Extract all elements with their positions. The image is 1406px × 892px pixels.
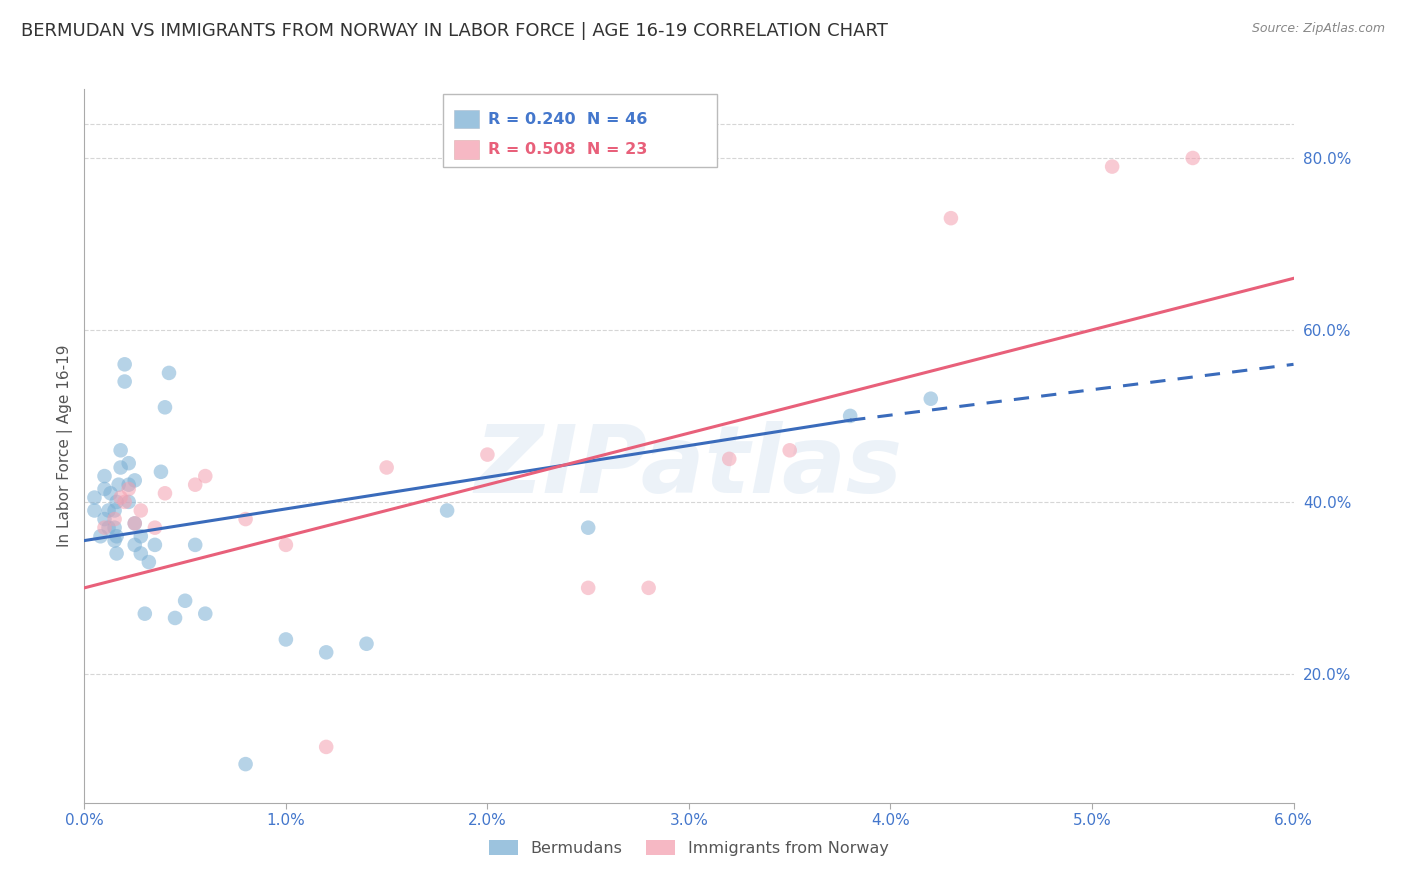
Point <box>114 357 136 371</box>
Text: ZIPatlas: ZIPatlas <box>475 421 903 514</box>
Point <box>920 392 942 406</box>
Legend: Bermudans, Immigrants from Norway: Bermudans, Immigrants from Norway <box>482 834 896 863</box>
Point <box>839 409 862 423</box>
Point <box>110 460 132 475</box>
Point <box>235 512 257 526</box>
Point <box>194 607 217 621</box>
Point <box>104 512 127 526</box>
Point <box>1101 160 1123 174</box>
Point <box>718 451 741 466</box>
Point <box>477 448 499 462</box>
Point <box>174 593 197 607</box>
Point <box>104 503 127 517</box>
Point <box>165 611 187 625</box>
Point <box>97 521 120 535</box>
Point <box>138 555 160 569</box>
Point <box>1181 151 1204 165</box>
Point <box>184 538 207 552</box>
Text: R = 0.240  N = 46: R = 0.240 N = 46 <box>488 112 647 127</box>
Point <box>107 477 129 491</box>
Point <box>129 529 152 543</box>
Point <box>93 482 115 496</box>
Point <box>129 546 152 560</box>
Point <box>124 538 146 552</box>
Point <box>576 521 599 535</box>
Point <box>97 503 120 517</box>
Point <box>235 757 257 772</box>
Point <box>118 477 141 491</box>
Point <box>100 486 122 500</box>
Point <box>274 538 297 552</box>
Y-axis label: In Labor Force | Age 16-19: In Labor Force | Age 16-19 <box>58 344 73 548</box>
Point <box>83 503 105 517</box>
Point <box>118 482 141 496</box>
Point <box>637 581 659 595</box>
Point <box>576 581 599 595</box>
Point <box>105 546 128 560</box>
Text: BERMUDAN VS IMMIGRANTS FROM NORWAY IN LABOR FORCE | AGE 16-19 CORRELATION CHART: BERMUDAN VS IMMIGRANTS FROM NORWAY IN LA… <box>21 22 889 40</box>
Point <box>114 375 136 389</box>
Point <box>436 503 458 517</box>
Point <box>105 529 128 543</box>
Point <box>779 443 801 458</box>
Point <box>124 516 146 531</box>
Point <box>143 538 166 552</box>
Point <box>184 477 207 491</box>
Point <box>194 469 217 483</box>
Point <box>93 521 115 535</box>
Point <box>157 366 180 380</box>
Point <box>83 491 105 505</box>
Point <box>110 491 132 505</box>
Point <box>274 632 297 647</box>
Point <box>315 645 337 659</box>
Point <box>153 401 176 415</box>
Point <box>104 521 127 535</box>
Point <box>375 460 398 475</box>
Text: R = 0.508  N = 23: R = 0.508 N = 23 <box>488 142 647 157</box>
Point <box>118 495 141 509</box>
Point <box>93 469 115 483</box>
Point <box>93 512 115 526</box>
Point <box>134 607 156 621</box>
Point <box>315 739 337 754</box>
Point <box>129 503 152 517</box>
Point <box>118 456 141 470</box>
Point <box>939 211 962 226</box>
Point <box>110 443 132 458</box>
Point <box>356 637 378 651</box>
Point <box>104 533 127 548</box>
Text: Source: ZipAtlas.com: Source: ZipAtlas.com <box>1251 22 1385 36</box>
Point <box>124 474 146 488</box>
Point <box>114 495 136 509</box>
Point <box>153 486 176 500</box>
Point <box>143 521 166 535</box>
Point <box>89 529 111 543</box>
Point <box>105 495 128 509</box>
Point <box>149 465 172 479</box>
Point <box>124 516 146 531</box>
